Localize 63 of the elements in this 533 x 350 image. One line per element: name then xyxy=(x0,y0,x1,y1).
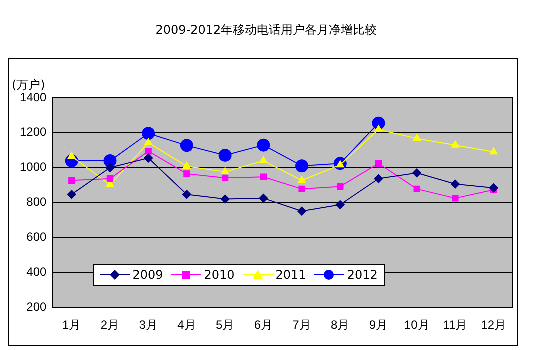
point xyxy=(68,152,76,160)
point xyxy=(374,174,384,184)
point xyxy=(221,168,230,175)
point xyxy=(298,206,307,216)
y-tick-label: 1200 xyxy=(20,125,48,140)
x-tick-label: 8月 xyxy=(331,318,350,332)
x-tick-label: 10月 xyxy=(404,318,430,332)
point xyxy=(182,190,192,200)
y-tick-label: 800 xyxy=(26,195,48,210)
x-tick-label: 6月 xyxy=(254,318,274,332)
x-tick-label: 11月 xyxy=(443,318,468,332)
x-tick-label: 1月 xyxy=(62,318,82,332)
y-tick-label: 1000 xyxy=(20,160,48,174)
point xyxy=(257,138,270,152)
point xyxy=(374,125,383,132)
point xyxy=(145,148,152,155)
legend-label: 2012 xyxy=(347,268,378,282)
point xyxy=(298,176,306,184)
point xyxy=(106,176,114,182)
point xyxy=(144,154,154,163)
point xyxy=(412,168,422,178)
x-tick-label: 5月 xyxy=(216,318,235,332)
point xyxy=(144,138,153,146)
x-tick-label: 4月 xyxy=(178,318,196,332)
point xyxy=(180,139,194,152)
point xyxy=(184,170,190,178)
y-tick-label: 600 xyxy=(26,230,48,244)
point xyxy=(298,186,306,193)
y-tick-label: 200 xyxy=(26,300,48,314)
chart-title: 2009-2012年移动电话用户各月净增比较 xyxy=(154,22,378,39)
point xyxy=(413,134,422,142)
point xyxy=(68,177,76,184)
point xyxy=(106,163,115,172)
point xyxy=(142,127,156,140)
point xyxy=(259,194,268,203)
legend-label: 2011 xyxy=(276,268,306,282)
legend-label: 2009 xyxy=(132,268,164,282)
point xyxy=(182,162,191,169)
x-tick-label: 7月 xyxy=(292,318,312,332)
point xyxy=(337,183,344,190)
point xyxy=(67,190,76,200)
point xyxy=(450,180,460,189)
x-tick-label: 2月 xyxy=(100,318,120,332)
point xyxy=(222,174,229,182)
y-axis-title: (万户) xyxy=(12,78,46,92)
point xyxy=(489,184,498,193)
x-tick-label: 12月 xyxy=(481,318,506,332)
point xyxy=(260,174,267,180)
point xyxy=(490,148,498,155)
point xyxy=(220,194,230,204)
point xyxy=(452,195,459,202)
point xyxy=(452,140,460,148)
legend-label: 2010 xyxy=(204,268,235,282)
point xyxy=(375,160,382,168)
x-tick-label: 9月 xyxy=(369,318,388,332)
point xyxy=(296,160,309,173)
y-tick-label: 1400 xyxy=(20,90,48,104)
x-tick-label: 3月 xyxy=(139,318,158,332)
y-tick-label: 400 xyxy=(26,264,48,279)
point xyxy=(336,200,345,210)
point xyxy=(414,186,420,193)
point xyxy=(218,148,232,162)
point xyxy=(260,156,268,164)
